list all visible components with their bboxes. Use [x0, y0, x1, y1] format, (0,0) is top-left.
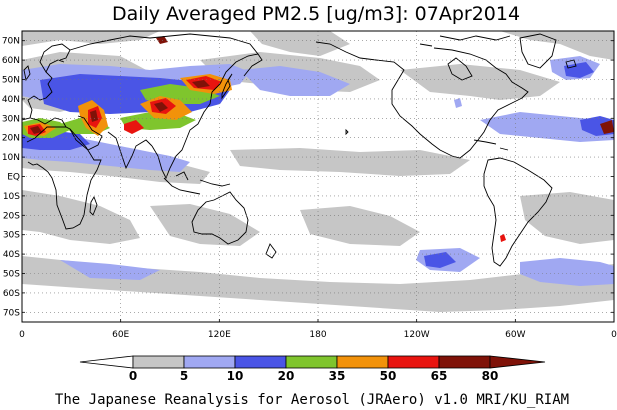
legend-swatch	[285, 355, 338, 369]
field-gray-north-america	[400, 64, 560, 100]
legend-swatch	[336, 355, 389, 369]
field-red-chile	[500, 234, 506, 242]
footer-credit: The Japanese Reanalysis for Aerosol (JRA…	[55, 392, 569, 408]
coast-sea-asia	[151, 91, 213, 180]
legend-label: 5	[180, 369, 188, 383]
pm25-field	[22, 31, 614, 312]
legend-swatch	[183, 355, 236, 369]
field-lightblue-pacific-plume	[240, 66, 350, 96]
coast-madagascar	[89, 195, 98, 216]
legend-label: 20	[278, 369, 295, 383]
lat-tick-label: 30N	[2, 114, 20, 124]
coast-greenland	[519, 33, 557, 69]
field-lightblue-south-indian-ocean	[60, 260, 160, 280]
field-gray-arctic-west	[22, 31, 160, 46]
coast-scandinavia	[39, 43, 71, 73]
field-darkred-arabia	[90, 110, 98, 122]
field-darkred-siberia	[156, 36, 168, 44]
legend-swatch	[387, 355, 440, 369]
field-darkred-sahara	[30, 126, 42, 134]
legend-swatch	[132, 355, 185, 369]
lon-tick-label: 0	[19, 330, 25, 340]
legend-label: 80	[482, 369, 499, 383]
coast-africa	[26, 126, 102, 230]
lon-tick-label: 120E	[208, 330, 231, 340]
coast-indonesia	[163, 171, 231, 195]
field-lightblue-atlantic-trades	[480, 112, 614, 142]
coast-australia	[191, 191, 249, 245]
lat-tick-label: 50S	[3, 270, 20, 280]
legend-swatch	[234, 355, 287, 369]
field-darkred-west-africa	[600, 120, 614, 134]
coast-south-america	[483, 157, 553, 267]
map-panel	[21, 30, 615, 323]
coast-arctic-islands	[419, 35, 511, 47]
field-red-north-india	[124, 120, 144, 134]
lon-tick-label: 0	[611, 330, 617, 340]
lon-tick-label: 120W	[404, 330, 430, 340]
field-darkred-central-china	[154, 102, 168, 112]
coast-hudson	[447, 57, 473, 81]
color-legend: 0 5 10 20 35 50 65 80	[79, 355, 546, 383]
field-lightblue-mexico	[454, 98, 462, 108]
legend-arrow-low	[79, 355, 134, 369]
lat-tick-label: 10S	[3, 192, 20, 202]
lat-tick-label: 20S	[3, 211, 20, 221]
legend-label: 65	[431, 369, 448, 383]
legend-label: 10	[227, 369, 244, 383]
lat-tick-label: 40S	[3, 250, 20, 260]
lat-tick-label: EQ	[7, 173, 20, 183]
lat-tick-label: 60S	[3, 289, 20, 299]
graticule	[22, 31, 614, 322]
legend-arrow-high	[489, 355, 546, 369]
legend-swatch	[438, 355, 491, 369]
field-darkred-gobi	[192, 80, 210, 88]
field-gray-australia	[150, 204, 260, 246]
latitude-labels: 70N 60N 50N 40N 30N 20N 10N EQ 10S 20S 30S 40S 50S 60…	[2, 37, 614, 318]
field-gray-tropical-pacific	[230, 148, 470, 176]
coast-north-america	[315, 41, 529, 159]
field-blue-south-pacific	[424, 252, 456, 268]
lat-tick-label: 60N	[2, 56, 20, 66]
field-blue-north-atlantic	[564, 62, 594, 78]
lat-tick-label: 70S	[3, 308, 20, 318]
coast-britain	[23, 65, 31, 82]
coast-caribbean	[473, 139, 509, 151]
lon-tick-label: 60E	[112, 330, 129, 340]
legend-label: 0	[129, 369, 137, 383]
coast-new-zealand	[265, 243, 277, 259]
lat-tick-label: 40N	[2, 95, 20, 105]
lat-tick-label: 50N	[2, 76, 20, 86]
field-lightblue-south-atlantic	[520, 258, 614, 286]
lat-tick-label: 70N	[2, 37, 20, 47]
field-gray-arctic-atlantic	[500, 31, 614, 60]
coast-iceland	[565, 59, 577, 69]
legend-label: 35	[329, 369, 346, 383]
map-title: Daily Averaged PM2.5 [ug/m3]: 07Apr2014	[112, 3, 520, 25]
lon-tick-label: 60W	[505, 330, 525, 340]
field-gray-south-pacific	[300, 206, 420, 246]
lat-tick-label: 30S	[3, 231, 20, 241]
field-gray-arctic-pacific	[250, 31, 350, 56]
coast-arctic-asia	[69, 33, 259, 55]
legend-label: 50	[380, 369, 397, 383]
coast-japan	[221, 73, 233, 100]
coast-hawaii	[345, 128, 349, 136]
coast-arabia	[69, 115, 103, 151]
coastlines	[22, 33, 577, 267]
coast-far-east	[211, 53, 263, 93]
lat-tick-label: 20N	[2, 134, 20, 144]
coast-india	[107, 131, 153, 170]
longitude-labels: 0 60E 120E 180 120W 60W 0	[19, 319, 617, 340]
field-gray-south-atlantic-africa	[22, 190, 140, 244]
lon-tick-label: 180	[309, 330, 326, 340]
lat-tick-label: 10N	[2, 153, 20, 163]
